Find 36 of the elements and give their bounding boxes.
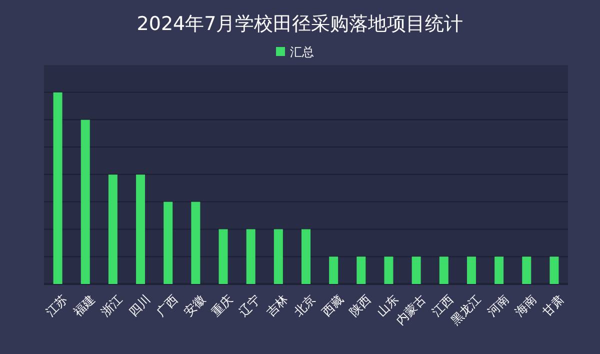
bar: [136, 174, 146, 284]
bar: [439, 256, 448, 284]
bar: [522, 256, 532, 284]
x-tick-label: 甘肃: [540, 292, 567, 320]
x-tick-label: 北京: [291, 292, 318, 320]
bar: [80, 120, 90, 284]
bar: [274, 229, 283, 284]
bar: [53, 92, 62, 284]
chart-title: 2024年7月学校田径采购落地项目统计: [136, 13, 464, 35]
bar: [191, 202, 200, 284]
x-tick-label: 浙江: [98, 292, 126, 320]
bar: [494, 256, 504, 284]
bar: [356, 256, 366, 284]
x-tick-label: 西藏: [319, 292, 346, 320]
bar: [164, 202, 173, 284]
x-tick-label: 广西: [154, 292, 180, 320]
bar: [466, 256, 476, 284]
bar: [302, 229, 310, 284]
legend-label: 汇总: [290, 45, 314, 59]
x-tick-label: 江苏: [43, 292, 70, 320]
x-tick-label: 重庆: [208, 292, 236, 320]
bar: [329, 256, 338, 284]
x-tick-label: 辽宁: [236, 292, 264, 320]
bar: [246, 229, 256, 284]
bar: [218, 229, 228, 284]
x-tick-label: 福建: [70, 292, 98, 320]
x-tick-label: 河南: [484, 292, 512, 320]
x-tick-label: 四川: [126, 292, 153, 320]
x-tick-label: 陕西: [346, 292, 374, 320]
x-tick-label: 海南: [512, 292, 539, 320]
x-tick-label: 吉林: [264, 292, 291, 320]
x-tick-label: 安徽: [181, 292, 208, 320]
bar: [550, 256, 559, 284]
bar: [108, 174, 118, 284]
bar: [384, 256, 394, 284]
bar: [412, 256, 421, 284]
